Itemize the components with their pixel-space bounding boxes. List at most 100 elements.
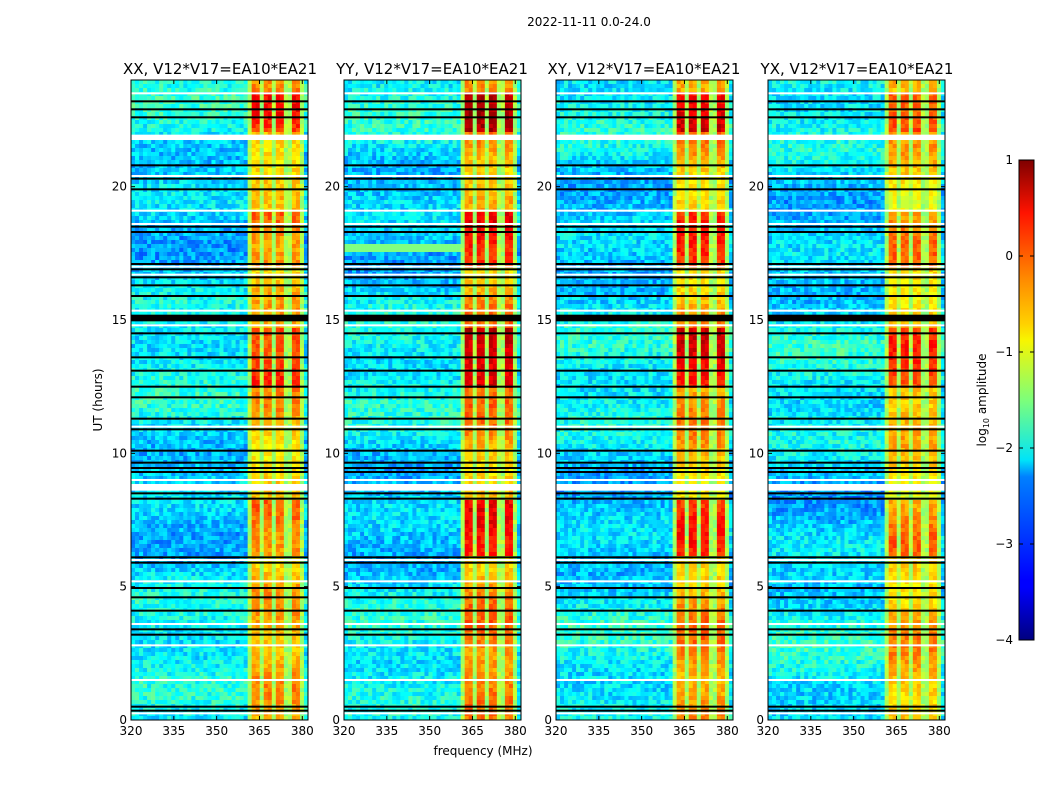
flagged-band-black — [344, 315, 521, 322]
flagged-row-white — [131, 92, 308, 94]
y-tick-label: 15 — [749, 313, 764, 327]
flagged-row-black — [131, 418, 308, 420]
x-tick-label: 335 — [375, 724, 398, 738]
flagged-row-white — [556, 92, 733, 94]
flagged-row-black — [556, 396, 733, 398]
panel-xx: XX, V12*V17=EA10*EA21 320 335 350 365 380051… — [112, 60, 317, 738]
flagged-row-black — [768, 610, 945, 612]
flagged-row-black — [768, 450, 945, 452]
flagged-row-black — [131, 396, 308, 398]
y-tick-label: 0 — [119, 713, 127, 727]
flagged-row-black — [344, 471, 521, 473]
flagged-row-black — [131, 276, 308, 278]
flagged-row-black — [344, 596, 521, 598]
flagged-band-white — [131, 135, 308, 140]
flagged-row-black — [556, 356, 733, 358]
flagged-row-black — [344, 450, 521, 452]
flagged-row-black — [768, 596, 945, 598]
flagged-row-white — [131, 223, 308, 225]
flagged-row-white — [768, 223, 945, 225]
flagged-band-white — [344, 135, 521, 140]
flagged-row-black — [556, 284, 733, 286]
flagged-row-white — [131, 210, 308, 212]
flagged-row-black — [131, 263, 308, 265]
x-tick-label: 365 — [461, 724, 484, 738]
flagged-row-white — [768, 644, 945, 646]
flagged-row-black — [344, 276, 521, 278]
flagged-row-white — [556, 623, 733, 625]
flagged-row-white — [131, 324, 308, 326]
flagged-row-black — [768, 276, 945, 278]
flagged-row-white — [344, 274, 521, 276]
flagged-row-black — [131, 492, 308, 494]
flagged-row-black — [344, 610, 521, 612]
flagged-row-black — [556, 462, 733, 464]
x-tick-label: 380 — [291, 724, 314, 738]
flagged-row-black — [768, 492, 945, 494]
flagged-row-white — [131, 712, 308, 714]
flagged-row-black — [768, 100, 945, 102]
y-tick-label: 20 — [537, 180, 552, 194]
flagged-row-black — [556, 188, 733, 190]
flagged-row-white — [556, 223, 733, 225]
flagged-row-black — [556, 295, 733, 297]
flagged-row-white — [344, 479, 521, 481]
y-tick-label: 5 — [544, 580, 552, 594]
flagged-row-white — [556, 679, 733, 681]
flagged-row-black — [344, 710, 521, 712]
flagged-row-white — [768, 266, 945, 268]
x-tick-label: 335 — [162, 724, 185, 738]
y-tick-label: 15 — [537, 313, 552, 327]
flagged-row-white — [344, 324, 521, 326]
figure: 2022-11-11 0.0-24.0 XX, V12*V17=EA10*EA2… — [0, 0, 1050, 800]
flagged-row-white — [344, 223, 521, 225]
x-axis-label: frequency (MHz) — [433, 744, 532, 758]
flagged-row-white — [768, 426, 945, 428]
flagged-row-black — [556, 492, 733, 494]
flagged-row-white — [768, 324, 945, 326]
colorbar-tick-label: −4 — [995, 633, 1013, 647]
flagged-row-white — [131, 175, 308, 177]
colorbar-tick-label: −2 — [995, 441, 1013, 455]
flagged-row-white — [556, 479, 733, 481]
x-tick-label: 380 — [716, 724, 739, 738]
flagged-row-white — [131, 580, 308, 582]
flagged-row-white — [768, 580, 945, 582]
flagged-row-white — [344, 712, 521, 714]
flagged-row-white — [131, 310, 308, 312]
flagged-row-white — [131, 559, 308, 561]
flagged-row-black — [768, 178, 945, 180]
flagged-row-white — [131, 644, 308, 646]
flagged-band-black — [556, 315, 733, 322]
flagged-row-black — [344, 498, 521, 500]
flagged-row-black — [556, 628, 733, 630]
flagged-row-black — [344, 164, 521, 166]
flagged-row-black — [556, 164, 733, 166]
flagged-row-black — [131, 100, 308, 102]
flagged-row-white — [131, 679, 308, 681]
flagged-row-black — [344, 356, 521, 358]
flagged-row-white — [556, 210, 733, 212]
flagged-row-black — [131, 706, 308, 708]
flagged-row-black — [556, 108, 733, 110]
flagged-row-white — [768, 210, 945, 212]
flagged-row-black — [131, 628, 308, 630]
flagged-row-black — [131, 596, 308, 598]
flagged-row-black — [768, 710, 945, 712]
flagged-row-white — [344, 310, 521, 312]
flagged-band-black — [768, 315, 945, 322]
flagged-row-black — [768, 116, 945, 118]
flagged-row-black — [556, 498, 733, 500]
flagged-row-black — [344, 268, 521, 270]
flagged-row-black — [131, 710, 308, 712]
flagged-row-black — [556, 428, 733, 430]
flagged-row-black — [768, 706, 945, 708]
flagged-row-black — [131, 226, 308, 228]
figure-title: 2022-11-11 0.0-24.0 — [527, 15, 651, 29]
flagged-row-white — [131, 479, 308, 481]
y-tick-label: 5 — [332, 580, 340, 594]
flagged-row-black — [131, 428, 308, 430]
flagged-row-black — [131, 610, 308, 612]
x-tick-label: 380 — [928, 724, 951, 738]
